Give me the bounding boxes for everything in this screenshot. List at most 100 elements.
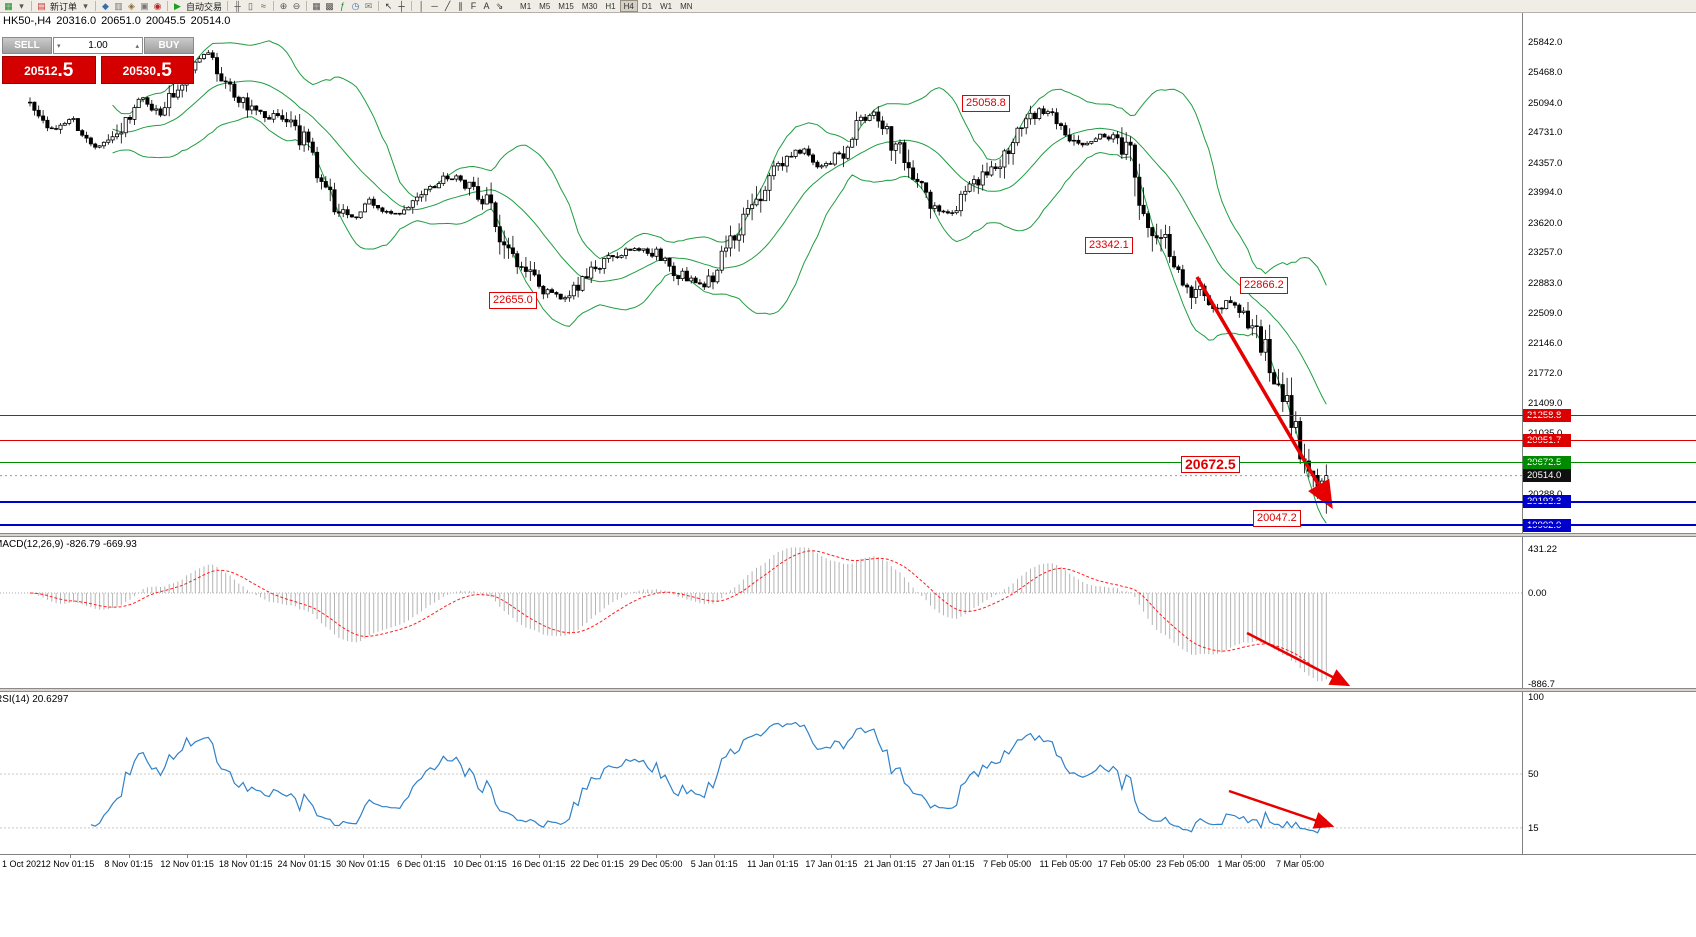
rsi-line [90, 721, 1327, 834]
templates-icon[interactable]: ✉ [364, 1, 373, 11]
axis-label: 24731.0 [1528, 127, 1563, 139]
arrows-tool-icon[interactable]: ⇘ [495, 1, 504, 11]
autotrading-label[interactable]: 自动交易 [186, 1, 223, 12]
line-chart-icon[interactable]: ≈ [261, 1, 266, 11]
autotrading-play-icon[interactable]: ▶ [174, 1, 181, 11]
axis-label: 23994.0 [1528, 187, 1563, 199]
time-axis-label: 10 Dec 01:15 [453, 859, 507, 869]
rsi-panel-separator[interactable] [0, 688, 1696, 692]
timeframe-d1-button[interactable]: D1 [641, 2, 653, 11]
timeframe-h1-button[interactable]: H1 [605, 2, 616, 11]
rsi-panel[interactable] [0, 692, 1522, 854]
candlestick-chart-icon[interactable]: ▯ [248, 1, 253, 11]
fibonacci-icon[interactable]: F [470, 1, 477, 11]
timeframe-m5-button[interactable]: M5 [539, 2, 551, 11]
close-value: 20514.0 [190, 15, 231, 27]
time-axis-tick [831, 855, 833, 858]
data-window-icon[interactable]: ▥ [114, 1, 123, 11]
sell-price-main: 20512 [24, 64, 58, 78]
sell-button[interactable]: SELL [2, 37, 52, 54]
macd-signal-line [29, 550, 1327, 674]
timeframe-w1-button[interactable]: W1 [660, 2, 673, 11]
toolbar-separator [411, 1, 413, 11]
text-label-icon[interactable]: A [483, 1, 490, 11]
periods-icon[interactable]: ◷ [351, 1, 360, 11]
axis-label: 21409.0 [1528, 397, 1563, 409]
price-callout-label[interactable]: 25058.8 [962, 95, 1010, 112]
trend-arrow[interactable] [1246, 631, 1351, 687]
trend-arrow[interactable] [1228, 789, 1335, 829]
toolbar-separator [227, 1, 229, 11]
macd-panel-separator[interactable] [0, 533, 1696, 537]
volume-decrease-icon[interactable]: ▾ [56, 42, 61, 50]
buy-price-display[interactable]: 20530.5 [100, 56, 194, 84]
buy-button[interactable]: BUY [144, 37, 194, 54]
macd-panel[interactable] [0, 537, 1522, 688]
crosshair-icon[interactable]: ┼ [398, 1, 405, 11]
time-axis-label: 16 Dec 01:15 [511, 859, 566, 869]
time-axis-label: 8 Nov 01:15 [104, 859, 153, 869]
time-axis-tick [890, 855, 891, 858]
price-callout-label[interactable]: 22655.0 [489, 292, 537, 309]
price-chart[interactable] [0, 13, 1522, 533]
zoom-in-icon[interactable]: ⊕ [279, 1, 288, 11]
sell-price-display[interactable]: 20512.5 [2, 56, 96, 84]
time-axis-tick [128, 855, 130, 858]
bar-chart-icon[interactable]: ╫ [234, 1, 241, 11]
axis-label: 22883.0 [1528, 277, 1563, 289]
price-callout-label[interactable]: 22866.2 [1240, 277, 1288, 294]
zoom-out-icon[interactable]: ⊖ [292, 1, 301, 11]
time-axis-tick [1241, 855, 1243, 858]
time-axis-tick [538, 855, 540, 858]
horizontal-line-19902[interactable] [0, 524, 1696, 527]
time-axis-label: 24 Nov 01:15 [277, 859, 332, 869]
navigator-icon[interactable]: ◈ [128, 1, 135, 11]
price-tag-20514.0: 20514.0 [1523, 469, 1571, 483]
time-axis-label: 1 Mar 05:00 [1217, 859, 1266, 869]
time-axis-tick [714, 855, 716, 858]
auto-arrange-icon[interactable]: ▩ [325, 1, 334, 11]
terminal-icon[interactable]: ▣ [140, 1, 149, 11]
one-click-trading-widget: SELL ▾ ▴ BUY 20512.5 20530.5 [2, 37, 194, 84]
low-value: 20045.5 [145, 15, 186, 27]
indicators-icon[interactable]: ƒ [340, 1, 346, 11]
tile-windows-icon[interactable]: ▦ [312, 1, 321, 11]
trend-arrow[interactable] [1195, 276, 1333, 510]
new-order-caret-icon[interactable]: ▾ [83, 1, 88, 11]
horizontal-line-20192.3[interactable] [0, 500, 1696, 503]
toolbar-separator [273, 1, 275, 11]
vertical-line-icon[interactable]: │ [418, 1, 425, 11]
market-watch-icon[interactable]: ◆ [102, 1, 109, 11]
horizontal-line-20672.5[interactable] [0, 462, 1696, 464]
price-callout-label[interactable]: 20047.2 [1253, 510, 1301, 527]
strategy-tester-icon[interactable]: ◉ [153, 1, 162, 11]
axis-label: 23257.0 [1528, 247, 1563, 259]
rsi-indicator-label: RSI(14) 20.6297 [0, 694, 68, 705]
channel-icon[interactable]: ∥ [458, 1, 463, 11]
timeframe-mn-button[interactable]: MN [680, 2, 693, 11]
time-axis-label: 30 Nov 01:15 [336, 859, 390, 869]
new-order-icon[interactable]: ▤ [37, 1, 46, 11]
horizontal-line-21258.8[interactable] [0, 414, 1696, 416]
timeframe-m15-button[interactable]: M15 [558, 2, 574, 11]
horizontal-line-20951.7[interactable] [0, 439, 1696, 441]
timeframe-m1-button[interactable]: M1 [520, 2, 532, 11]
horizontal-line-icon[interactable]: ─ [431, 1, 438, 11]
new-chart-caret-icon[interactable]: ▾ [19, 1, 24, 11]
volume-increase-icon[interactable]: ▴ [135, 42, 140, 50]
timeframe-h4-button[interactable]: H4 [619, 0, 638, 12]
time-axis-tick [772, 855, 774, 858]
trendline-icon[interactable]: ╱ [444, 1, 451, 11]
macd-name: MACD(12,26,9) [0, 539, 64, 550]
cursor-icon[interactable]: ↖ [384, 1, 393, 11]
price-callout-label[interactable]: 20672.5 [1181, 456, 1240, 473]
new-chart-icon[interactable]: ▦ [4, 1, 13, 11]
time-axis-tick [245, 855, 247, 858]
volume-input[interactable] [63, 40, 133, 51]
time-axis-label: 5 Jan 01:15 [690, 859, 738, 869]
new-order-label[interactable]: 新订单 [50, 1, 78, 12]
timeframe-m30-button[interactable]: M30 [581, 2, 598, 11]
bollinger-lower-band [112, 116, 1327, 524]
price-callout-label[interactable]: 23342.1 [1085, 237, 1133, 254]
